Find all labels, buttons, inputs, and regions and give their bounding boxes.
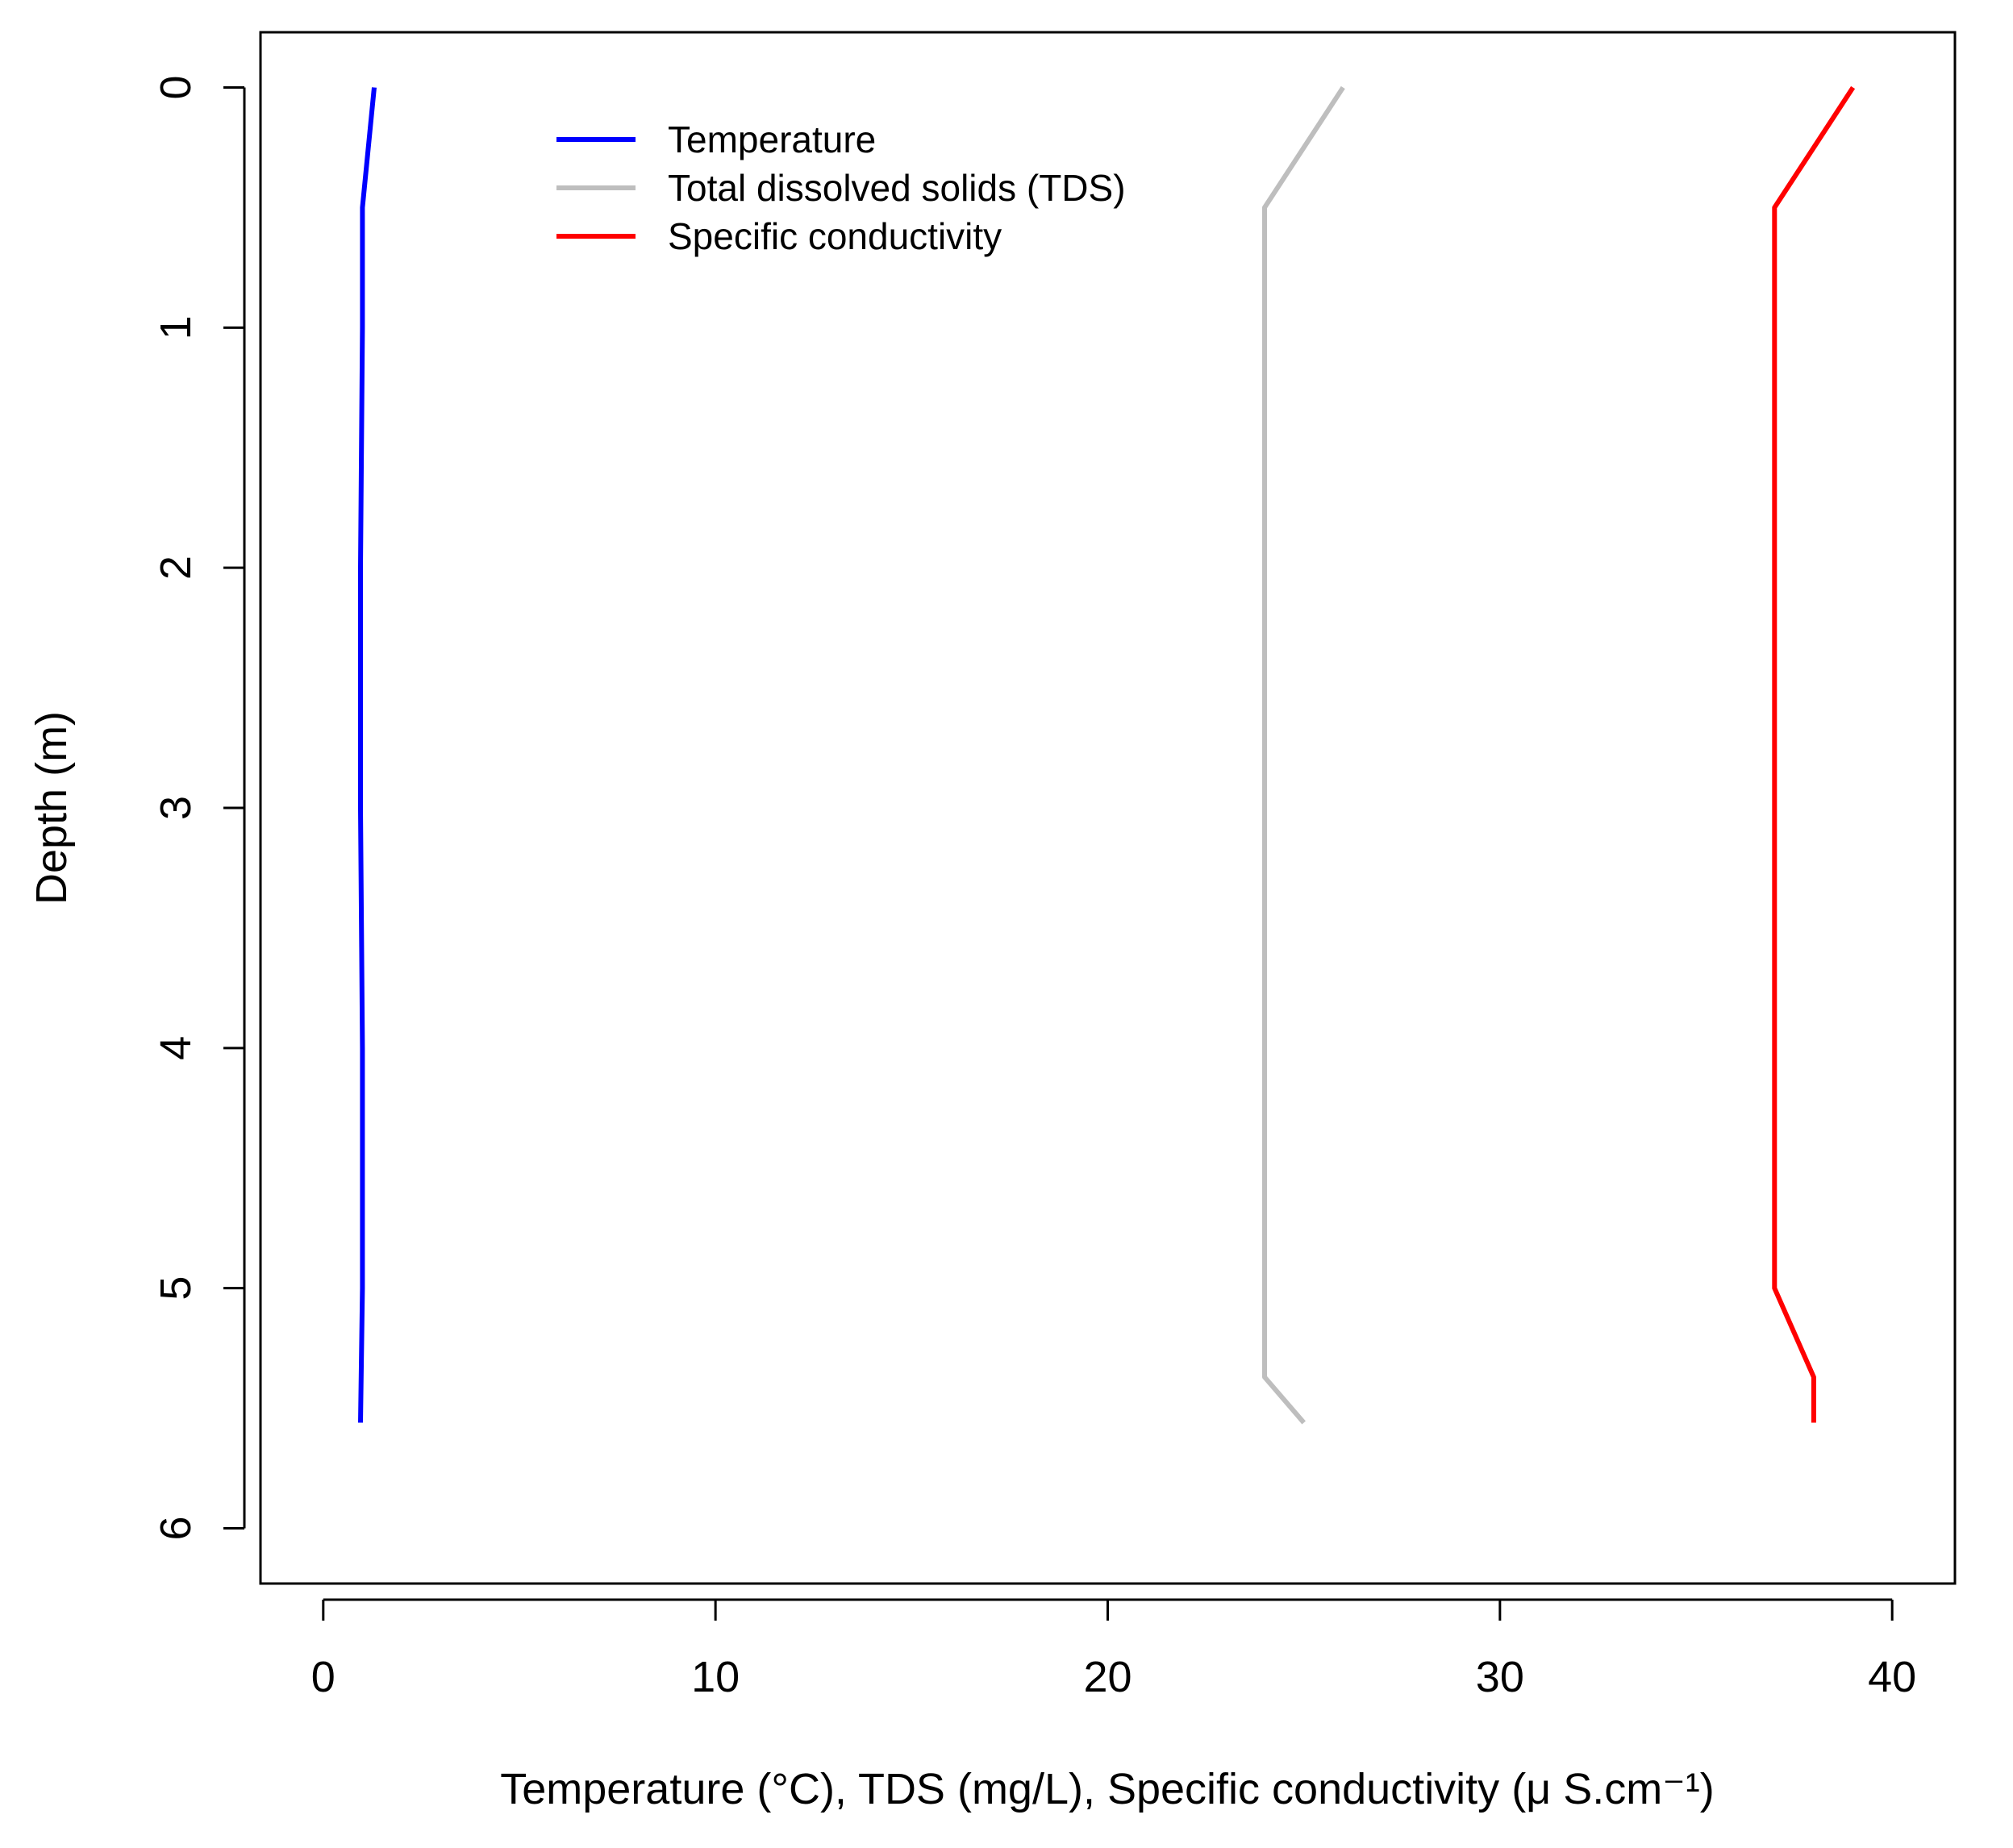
y-tick-label: 5 (152, 1276, 200, 1301)
x-tick-label: 0 (311, 1653, 336, 1701)
series-line-1 (358, 87, 377, 1423)
plot-frame (259, 31, 1957, 1585)
series-line-3 (1772, 85, 1856, 1423)
x-axis-title: Temperature (°C), TDS (mg/L), Specific c… (500, 1765, 1715, 1813)
y-tick-label: 0 (152, 75, 200, 99)
x-tick-label: 40 (1868, 1653, 1916, 1701)
y-tick-label: 2 (152, 556, 200, 580)
y-tick-label: 1 (152, 315, 200, 339)
x-tick-label: 30 (1476, 1653, 1524, 1701)
y-axis-title: Depth (m) (27, 711, 76, 905)
series-line-2 (1262, 85, 1345, 1425)
legend-label-3: Specific conductivity (668, 215, 1002, 257)
y-tick-label: 3 (152, 796, 200, 820)
x-axis: 0 10 20 30 40 (311, 1598, 1916, 1701)
y-tick-label: 4 (152, 1036, 200, 1060)
y-tick-label: 6 (152, 1516, 200, 1540)
legend: Temperature Total dissolved solids (TDS) S… (556, 119, 1126, 257)
legend-label-2: Total dissolved solids (TDS) (668, 167, 1126, 209)
legend-label-1: Temperature (668, 119, 876, 160)
y-axis: 0 1 2 3 4 5 6 (152, 75, 246, 1541)
x-tick-label: 10 (691, 1653, 740, 1701)
marks-layer (358, 85, 1856, 1425)
x-tick-label: 20 (1083, 1653, 1132, 1701)
